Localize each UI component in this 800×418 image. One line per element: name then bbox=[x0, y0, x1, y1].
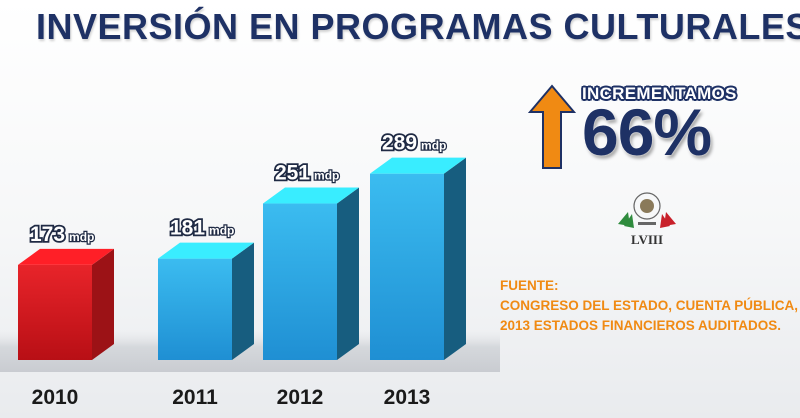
value-label-2010: 173 mdp bbox=[30, 223, 94, 246]
bar-2012 bbox=[263, 187, 359, 360]
increase-label: INCREMENTAMOS bbox=[582, 84, 737, 103]
x-tick-2011: 2011 bbox=[172, 386, 218, 409]
x-tick-2013: 2013 bbox=[384, 386, 431, 409]
increase-value: 66% bbox=[582, 95, 712, 169]
increase-callout: INCREMENTAMOS 66% bbox=[520, 82, 760, 182]
congress-emblem-icon bbox=[618, 192, 676, 228]
source-line-2: 2013 ESTADOS FINANCIEROS AUDITADOS. bbox=[500, 318, 782, 333]
x-tick-2010: 2010 bbox=[32, 386, 79, 409]
x-tick-2012: 2012 bbox=[277, 386, 324, 409]
value-label-2012: 251 mdp bbox=[275, 162, 339, 185]
bar-2010 bbox=[18, 248, 114, 360]
value-label-2011: 181 mdp bbox=[170, 217, 234, 240]
bar-2013 bbox=[370, 157, 466, 360]
page-title: INVERSIÓN EN PROGRAMAS CULTURALES bbox=[36, 6, 800, 47]
source-line-1: CONGRESO DEL ESTADO, CUENTA PÚBLICA, bbox=[500, 298, 799, 313]
emblem-name: LVIII bbox=[630, 232, 664, 247]
congress-emblem: LVIII bbox=[604, 186, 690, 272]
value-label-2013: 289 mdp bbox=[382, 132, 446, 155]
bar-2011 bbox=[158, 242, 254, 360]
source-note: FUENTE: CONGRESO DEL ESTADO, CUENTA PÚBL… bbox=[500, 276, 800, 336]
source-heading: FUENTE: bbox=[500, 278, 559, 293]
arrow-up-icon bbox=[528, 84, 576, 169]
